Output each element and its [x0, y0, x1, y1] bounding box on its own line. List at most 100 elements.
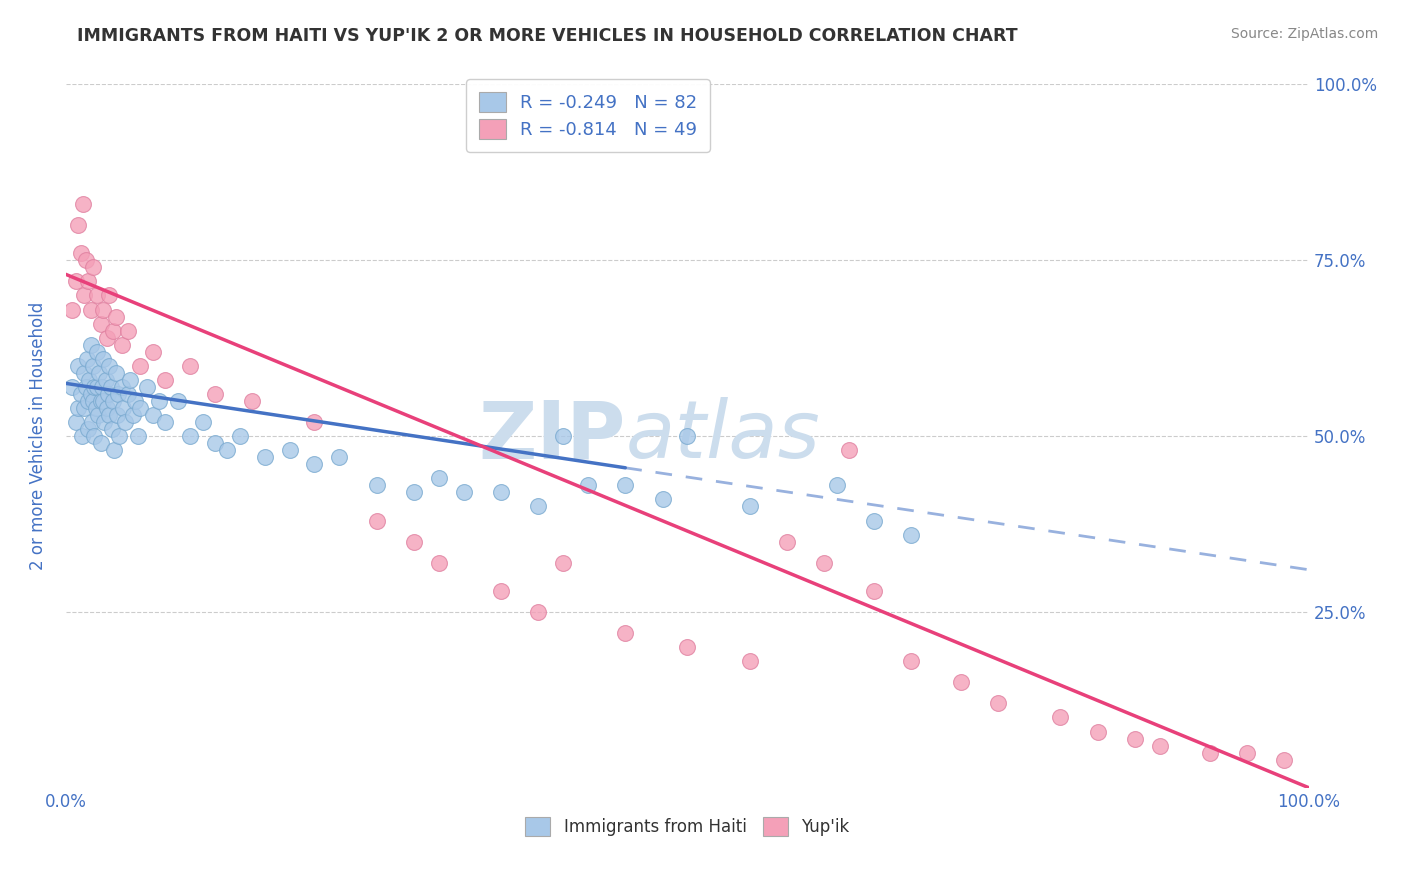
Point	[402, 485, 425, 500]
Point	[94, 373, 117, 387]
Point	[105, 408, 128, 422]
Point	[489, 485, 512, 500]
Point	[90, 436, 112, 450]
Point	[217, 443, 239, 458]
Point	[83, 429, 105, 443]
Point	[135, 380, 157, 394]
Point	[86, 344, 108, 359]
Point	[79, 387, 101, 401]
Point	[98, 408, 121, 422]
Point	[1236, 746, 1258, 760]
Point	[69, 387, 91, 401]
Point	[97, 387, 120, 401]
Point	[142, 408, 165, 422]
Point	[73, 366, 96, 380]
Point	[98, 359, 121, 373]
Point	[69, 246, 91, 260]
Point	[91, 302, 114, 317]
Point	[453, 485, 475, 500]
Text: IMMIGRANTS FROM HAITI VS YUP'IK 2 OR MORE VEHICLES IN HOUSEHOLD CORRELATION CHAR: IMMIGRANTS FROM HAITI VS YUP'IK 2 OR MOR…	[77, 27, 1018, 45]
Point	[122, 408, 145, 422]
Point	[107, 387, 129, 401]
Point	[402, 534, 425, 549]
Point	[900, 654, 922, 668]
Point	[87, 408, 110, 422]
Point	[117, 324, 139, 338]
Point	[93, 415, 115, 429]
Point	[253, 450, 276, 465]
Point	[366, 514, 388, 528]
Point	[114, 415, 136, 429]
Point	[576, 478, 599, 492]
Point	[96, 331, 118, 345]
Point	[101, 422, 124, 436]
Point	[83, 380, 105, 394]
Point	[86, 380, 108, 394]
Point	[527, 605, 550, 619]
Point	[101, 324, 124, 338]
Point	[304, 457, 326, 471]
Point	[191, 415, 214, 429]
Point	[179, 359, 201, 373]
Point	[614, 626, 637, 640]
Point	[84, 401, 107, 415]
Point	[863, 514, 886, 528]
Point	[738, 500, 761, 514]
Point	[108, 429, 131, 443]
Point	[738, 654, 761, 668]
Point	[82, 394, 104, 409]
Point	[65, 274, 87, 288]
Point	[229, 429, 252, 443]
Point	[117, 387, 139, 401]
Point	[91, 394, 114, 409]
Point	[104, 310, 127, 324]
Point	[949, 675, 972, 690]
Point	[614, 478, 637, 492]
Point	[82, 260, 104, 275]
Point	[73, 401, 96, 415]
Legend: Immigrants from Haiti, Yup'ik: Immigrants from Haiti, Yup'ik	[519, 811, 856, 843]
Text: ZIP: ZIP	[478, 397, 626, 475]
Point	[111, 401, 134, 415]
Point	[120, 373, 142, 387]
Point	[75, 253, 97, 268]
Point	[676, 429, 699, 443]
Point	[72, 197, 94, 211]
Point	[240, 394, 263, 409]
Point	[79, 302, 101, 317]
Point	[155, 373, 177, 387]
Point	[527, 500, 550, 514]
Point	[489, 583, 512, 598]
Point	[204, 387, 226, 401]
Point	[987, 697, 1010, 711]
Point	[70, 429, 93, 443]
Point	[142, 344, 165, 359]
Point	[67, 359, 90, 373]
Point	[76, 351, 98, 366]
Point	[427, 556, 450, 570]
Point	[1049, 710, 1071, 724]
Point	[838, 443, 860, 458]
Point	[60, 380, 83, 394]
Point	[366, 478, 388, 492]
Point	[75, 380, 97, 394]
Point	[127, 429, 149, 443]
Point	[166, 394, 188, 409]
Point	[89, 366, 111, 380]
Point	[86, 288, 108, 302]
Point	[77, 422, 100, 436]
Point	[776, 534, 799, 549]
Point	[111, 380, 134, 394]
Text: Source: ZipAtlas.com: Source: ZipAtlas.com	[1230, 27, 1378, 41]
Point	[651, 492, 673, 507]
Point	[65, 415, 87, 429]
Point	[90, 394, 112, 409]
Point	[155, 415, 177, 429]
Point	[148, 394, 170, 409]
Point	[90, 317, 112, 331]
Point	[813, 556, 835, 570]
Point	[111, 337, 134, 351]
Point	[129, 401, 152, 415]
Point	[553, 429, 575, 443]
Text: atlas: atlas	[626, 397, 820, 475]
